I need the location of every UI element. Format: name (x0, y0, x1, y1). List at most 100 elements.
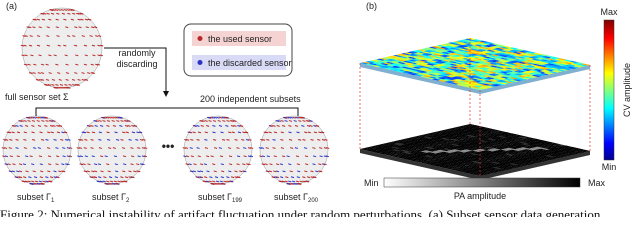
cv-max: Max (600, 7, 618, 17)
sensor (75, 54, 79, 57)
cell (516, 153, 526, 156)
sensor (269, 125, 273, 127)
cell (524, 54, 535, 57)
cell (508, 158, 518, 161)
cell (521, 52, 531, 55)
cell (480, 148, 490, 151)
cell (448, 163, 459, 166)
cell (500, 165, 511, 168)
sensor (296, 176, 300, 179)
sensor (319, 155, 323, 158)
cell (534, 57, 544, 61)
cell (423, 66, 434, 69)
sensor (65, 79, 69, 81)
sensor (32, 26, 36, 29)
cell (446, 50, 456, 53)
cell (520, 74, 530, 77)
cell (557, 144, 567, 147)
sensor (39, 176, 43, 179)
cell (524, 154, 534, 157)
cell (515, 64, 525, 68)
cell (453, 68, 463, 71)
sensor (106, 131, 110, 134)
sensor (206, 170, 210, 173)
sensor (287, 116, 291, 119)
cell (422, 72, 432, 75)
cell (526, 148, 536, 151)
cell (391, 60, 401, 63)
cell (390, 155, 400, 158)
sensor (224, 116, 229, 119)
cell (460, 163, 470, 166)
cell (439, 55, 449, 58)
cell (362, 61, 372, 64)
sensor (51, 79, 56, 81)
cell (503, 75, 513, 78)
cell (393, 140, 403, 143)
cell (492, 78, 502, 81)
sensor (16, 131, 21, 134)
cell (479, 156, 489, 159)
cell (504, 81, 514, 84)
sensor (105, 116, 109, 119)
cell (463, 47, 473, 50)
cell (536, 54, 546, 57)
cell (500, 135, 511, 138)
sensor (117, 180, 121, 183)
cell (458, 83, 468, 86)
cell (475, 151, 485, 155)
cell (481, 166, 491, 169)
cell (450, 52, 460, 55)
cell (470, 158, 481, 161)
cell (439, 157, 449, 160)
cell (432, 134, 442, 137)
cell (470, 85, 480, 89)
sensor (38, 26, 42, 29)
cell (410, 56, 420, 59)
sensor (56, 12, 60, 15)
sensor (94, 26, 98, 29)
sensor (43, 12, 47, 15)
cell (485, 127, 495, 131)
sensor (55, 18, 59, 21)
cell (443, 162, 453, 165)
sensor (47, 131, 51, 134)
cell (371, 59, 381, 62)
pa-min: Min (364, 178, 379, 188)
cell (475, 168, 485, 171)
cell (563, 62, 573, 65)
sensor (108, 116, 112, 119)
cell (477, 146, 487, 149)
cell (496, 53, 506, 56)
cell (412, 50, 422, 53)
cell (459, 142, 469, 145)
cell (433, 72, 443, 75)
cell (475, 52, 485, 55)
sensor (236, 155, 241, 158)
cell (548, 146, 559, 149)
cell (478, 78, 488, 82)
sensor (100, 44, 104, 47)
cell (482, 158, 492, 161)
cell (491, 45, 501, 49)
cell (533, 52, 543, 55)
cell (469, 78, 479, 81)
sensor (81, 35, 85, 37)
cell (500, 148, 510, 151)
sensor (84, 54, 88, 57)
cell (432, 137, 442, 140)
cell (428, 73, 438, 77)
cell (388, 61, 398, 64)
cell (432, 51, 442, 54)
cell (514, 59, 524, 62)
cell (389, 63, 399, 66)
cell (505, 158, 515, 161)
sensor (106, 139, 111, 141)
cell (473, 85, 483, 88)
cell (450, 82, 460, 85)
sensor (40, 72, 45, 74)
sensor (203, 180, 207, 183)
cell (566, 61, 576, 64)
subset-name: subset Γ (92, 192, 126, 202)
cell (511, 74, 521, 77)
